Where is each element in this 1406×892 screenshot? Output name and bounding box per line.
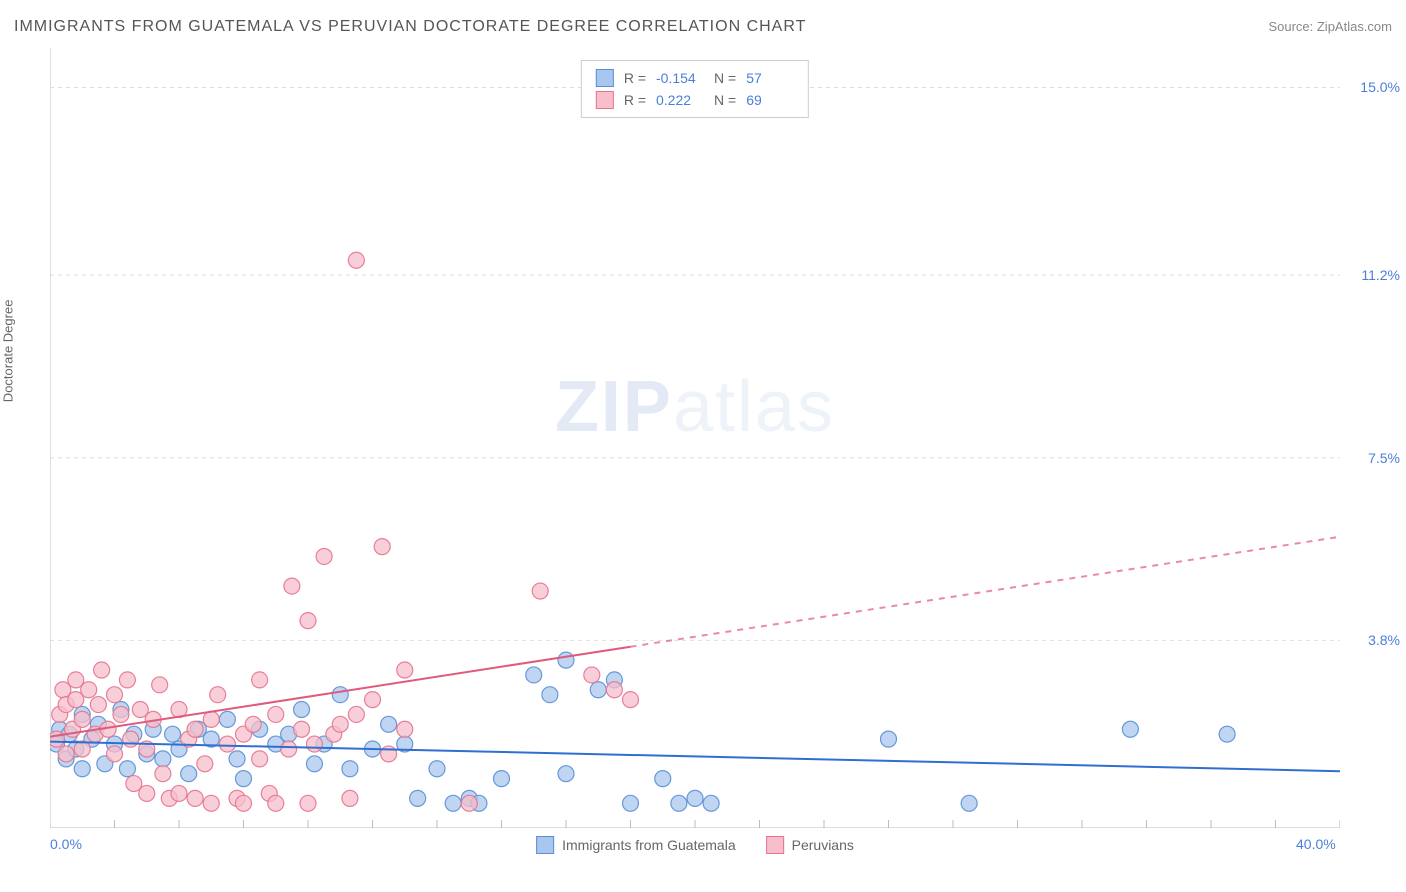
r-label: R = (624, 67, 646, 89)
legend-row-guatemala: R = -0.154 N = 57 (596, 67, 794, 89)
chart-title: IMMIGRANTS FROM GUATEMALA VS PERUVIAN DO… (14, 18, 806, 36)
legend-swatch-icon (596, 69, 614, 87)
y-tick-label: 3.8% (1368, 632, 1400, 648)
legend-swatch-icon (766, 836, 784, 854)
legend-swatch-icon (596, 91, 614, 109)
source-attribution: Source: ZipAtlas.com (1268, 19, 1392, 34)
y-tick-label: 15.0% (1360, 79, 1400, 95)
legend-row-peruvians: R = 0.222 N = 69 (596, 89, 794, 111)
legend-item-guatemala[interactable]: Immigrants from Guatemala (536, 836, 736, 854)
legend-swatch-icon (536, 836, 554, 854)
n-value: 69 (746, 89, 794, 111)
legend-label: Immigrants from Guatemala (562, 837, 736, 853)
y-tick-label: 7.5% (1368, 450, 1400, 466)
n-label: N = (714, 67, 736, 89)
source-link[interactable]: ZipAtlas.com (1317, 19, 1392, 34)
y-axis-label: Doctorate Degree (1, 300, 16, 403)
x-tick-label: 0.0% (50, 836, 82, 852)
n-value: 57 (746, 67, 794, 89)
series-legend: Immigrants from Guatemala Peruvians (536, 836, 854, 854)
r-value: 0.222 (656, 89, 704, 111)
x-tick-label: 40.0% (1296, 836, 1336, 852)
y-tick-label: 11.2% (1361, 267, 1400, 283)
chart-area: ZIPatlas R =-0.154N =57R =0.222N =69 3.8… (50, 48, 1340, 828)
legend-item-peruvians[interactable]: Peruvians (766, 836, 854, 854)
correlation-legend: R = -0.154 N = 57 R = 0.222 N = 69 (581, 60, 809, 118)
scatter-plot (50, 48, 1340, 828)
n-label: N = (714, 89, 736, 111)
legend-label: Peruvians (792, 837, 854, 853)
r-value: -0.154 (656, 67, 704, 89)
r-label: R = (624, 89, 646, 111)
source-prefix: Source: (1268, 19, 1316, 34)
